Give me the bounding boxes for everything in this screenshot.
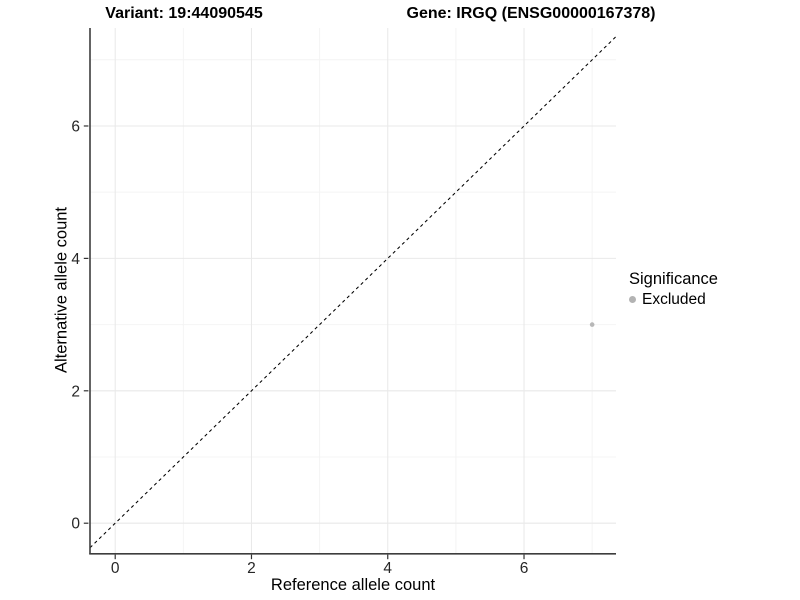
svg-text:2: 2 [247,560,256,577]
svg-text:4: 4 [71,251,80,268]
svg-text:0: 0 [71,516,80,533]
y-axis-title: Alternative allele count [52,206,71,374]
legend-item-excluded: Excluded [629,291,718,308]
plot-title-variant: Variant: 19:44090545 [105,5,263,22]
svg-text:6: 6 [520,560,529,577]
legend-item-label: Excluded [642,291,706,308]
svg-text:6: 6 [71,118,80,135]
svg-text:0: 0 [111,560,120,577]
legend-title: Significance [629,270,718,288]
x-axis-title: Reference allele count [270,576,436,594]
plot-title-gene: Gene: IRGQ (ENSG00000167378) [406,5,656,22]
legend: Significance Excluded [629,270,718,308]
legend-point-icon [629,296,636,303]
svg-text:4: 4 [383,560,392,577]
svg-text:2: 2 [71,383,80,400]
